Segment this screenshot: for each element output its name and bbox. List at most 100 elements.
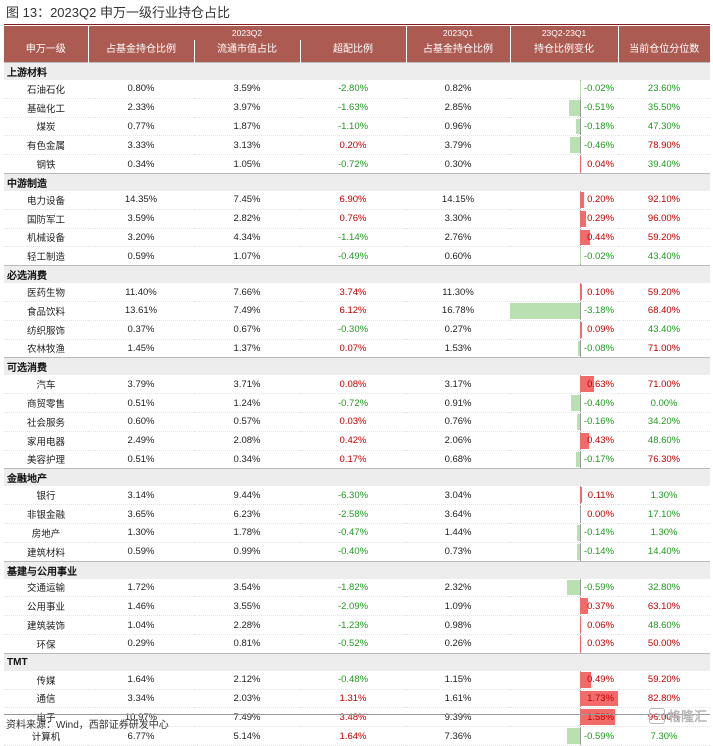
mcap-q2-cell: 2.08% <box>194 431 300 450</box>
mcap-q2-cell: 3.54% <box>194 579 300 597</box>
column-header-fund-q1: 占基金持仓比例 <box>406 40 510 63</box>
fund-q2-cell: 0.29% <box>88 634 194 653</box>
column-header-change: 持仓比例变化 <box>510 40 618 63</box>
change-value: 1.58% <box>587 708 614 726</box>
industry-cell: 交通运输 <box>4 579 88 597</box>
percentile-cell: 43.40% <box>618 320 710 339</box>
mcap-q2-cell: 3.97% <box>194 98 300 117</box>
change-axis <box>580 505 581 524</box>
mcap-q2-cell: 0.34% <box>194 450 300 469</box>
fund-q1-cell: 7.36% <box>406 727 510 746</box>
group-header-row: 可选消费 <box>4 358 710 376</box>
industry-cell: 公用事业 <box>4 597 88 616</box>
column-header-fund-q2: 占基金持仓比例 <box>88 40 194 63</box>
mcap-q2-cell: 3.13% <box>194 136 300 155</box>
mcap-q2-cell: 0.57% <box>194 412 300 431</box>
fund-q1-cell: 14.15% <box>406 191 510 209</box>
percentile-cell: 43.40% <box>618 247 710 266</box>
change-axis <box>580 579 581 597</box>
industry-cell: 家用电器 <box>4 431 88 450</box>
percentile-cell: 59.20% <box>618 228 710 247</box>
percentile-cell: 59.20% <box>618 671 710 689</box>
holdings-table: 2023Q2 2023Q1 23Q2-23Q1 申万一级 占基金持仓比例 流通市… <box>4 26 710 746</box>
group-header-row: 中游制造 <box>4 173 710 191</box>
change-axis <box>580 727 581 746</box>
fund-q1-cell: 0.26% <box>406 634 510 653</box>
change-axis <box>580 412 581 431</box>
change-cell: 0.63% <box>510 375 618 393</box>
industry-cell: 钢铁 <box>4 155 88 174</box>
fund-q1-cell: 16.78% <box>406 301 510 320</box>
fund-q1-cell: 0.91% <box>406 394 510 413</box>
change-value: -0.51% <box>584 99 614 117</box>
fund-q1-cell: 11.30% <box>406 283 510 301</box>
change-axis <box>580 394 581 413</box>
group-name: TMT <box>4 653 710 671</box>
fund-q2-cell: 3.14% <box>88 486 194 504</box>
mcap-q2-cell: 0.81% <box>194 634 300 653</box>
mcap-q2-cell: 2.03% <box>194 689 300 708</box>
industry-cell: 国防军工 <box>4 209 88 228</box>
change-cell: 0.10% <box>510 283 618 301</box>
overweight-cell: 1.31% <box>300 689 406 708</box>
group-name: 上游材料 <box>4 63 710 81</box>
header-row-top: 2023Q2 2023Q1 23Q2-23Q1 <box>4 26 710 40</box>
change-value: -3.18% <box>584 302 614 320</box>
column-header-percentile: 当前仓位分位数 <box>618 40 710 63</box>
column-header-overweight: 超配比例 <box>300 40 406 63</box>
fund-q2-cell: 3.79% <box>88 375 194 393</box>
change-axis <box>580 523 581 542</box>
change-value: 1.73% <box>587 690 614 708</box>
change-value: -0.59% <box>584 727 614 745</box>
change-value: 0.43% <box>587 432 614 450</box>
change-cell: 0.43% <box>510 431 618 450</box>
change-cell: -0.59% <box>510 727 618 746</box>
fund-q2-cell: 3.59% <box>88 209 194 228</box>
fund-q1-cell: 1.15% <box>406 671 510 689</box>
fund-q2-cell: 1.30% <box>88 523 194 542</box>
percentile-cell: 82.80% <box>618 689 710 708</box>
industry-cell: 商贸零售 <box>4 394 88 413</box>
fund-q2-cell: 0.77% <box>88 117 194 136</box>
change-cell: -0.59% <box>510 579 618 597</box>
fund-q1-cell: 2.32% <box>406 579 510 597</box>
overweight-cell: -0.47% <box>300 523 406 542</box>
fund-q2-cell: 1.72% <box>88 579 194 597</box>
fund-q2-cell: 0.51% <box>88 450 194 469</box>
fund-q1-cell: 3.04% <box>406 486 510 504</box>
change-cell: -0.08% <box>510 339 618 358</box>
overweight-cell: -0.72% <box>300 394 406 413</box>
fund-q2-cell: 1.46% <box>88 597 194 616</box>
change-axis <box>580 98 581 117</box>
fund-q1-cell: 1.09% <box>406 597 510 616</box>
percentile-cell: 96.00% <box>618 209 710 228</box>
fund-q2-cell: 14.35% <box>88 191 194 209</box>
mcap-q2-cell: 2.28% <box>194 616 300 635</box>
change-bar <box>570 137 580 153</box>
mcap-q2-cell: 1.87% <box>194 117 300 136</box>
change-bar <box>580 636 581 652</box>
group-header-row: 金融地产 <box>4 469 710 487</box>
change-value: 0.49% <box>587 671 614 689</box>
group-name: 必选消费 <box>4 266 710 284</box>
change-cell: 1.73% <box>510 689 618 708</box>
change-axis <box>580 542 581 561</box>
fund-q2-cell: 0.51% <box>88 394 194 413</box>
percentile-cell: 76.30% <box>618 450 710 469</box>
mcap-q2-cell: 1.05% <box>194 155 300 174</box>
percentile-cell: 32.80% <box>618 579 710 597</box>
change-bar <box>576 452 580 468</box>
industry-cell: 轻工制造 <box>4 247 88 266</box>
change-cell: 0.09% <box>510 320 618 339</box>
change-axis <box>580 339 581 358</box>
mcap-q2-cell: 0.67% <box>194 320 300 339</box>
change-bar <box>580 156 581 172</box>
fund-q1-cell: 3.30% <box>406 209 510 228</box>
mcap-q2-cell: 6.23% <box>194 505 300 524</box>
change-value: 0.29% <box>587 210 614 228</box>
